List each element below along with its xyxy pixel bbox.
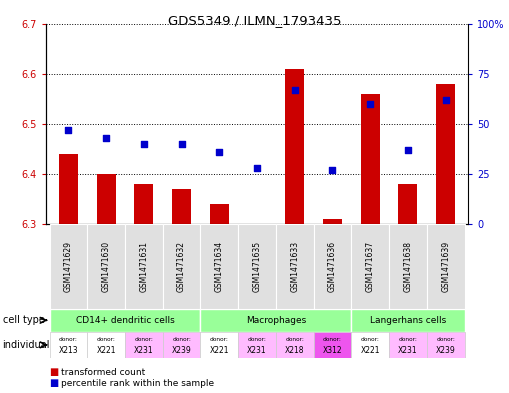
Text: cell type: cell type (3, 315, 44, 325)
Text: CD14+ dendritic cells: CD14+ dendritic cells (76, 316, 175, 325)
Point (140, 141, 148, 147)
Text: X221: X221 (360, 346, 380, 355)
Text: X221: X221 (210, 346, 229, 355)
Text: GDS5349 / ILMN_1793435: GDS5349 / ILMN_1793435 (168, 14, 341, 27)
Bar (361, 94, 380, 224)
Bar (125, 224, 163, 309)
Bar (49, 224, 88, 309)
Text: X312: X312 (323, 346, 342, 355)
Bar (49, 332, 88, 358)
Bar (351, 224, 389, 309)
Bar (49, 309, 201, 332)
Text: GSM1471636: GSM1471636 (328, 241, 337, 292)
Text: X239: X239 (172, 346, 191, 355)
Text: GSM1471632: GSM1471632 (177, 241, 186, 292)
Text: GSM1471635: GSM1471635 (252, 241, 262, 292)
Bar (351, 309, 465, 332)
Bar (163, 224, 201, 309)
Text: donor:: donor: (436, 337, 455, 342)
Point (253, 165, 261, 171)
Text: donor:: donor: (286, 337, 304, 342)
Text: Langerhans cells: Langerhans cells (370, 316, 446, 325)
Bar (314, 332, 351, 358)
Bar (163, 332, 201, 358)
Point (366, 101, 374, 107)
Bar (276, 224, 314, 309)
Bar (286, 69, 304, 224)
Bar (351, 332, 389, 358)
Bar (201, 224, 238, 309)
Text: donor:: donor: (247, 337, 267, 342)
Bar (134, 184, 153, 224)
Bar (201, 309, 351, 332)
Text: GSM1471633: GSM1471633 (290, 241, 299, 292)
Point (178, 141, 186, 147)
Text: X239: X239 (436, 346, 456, 355)
Bar (399, 184, 417, 224)
Point (291, 86, 299, 93)
Point (442, 97, 450, 103)
Bar (97, 174, 116, 224)
Bar (125, 332, 163, 358)
Bar (88, 332, 125, 358)
Text: ■: ■ (49, 367, 58, 377)
Text: transformed count: transformed count (61, 368, 146, 376)
Bar (238, 332, 276, 358)
Text: X231: X231 (134, 346, 154, 355)
Bar (172, 189, 191, 224)
Text: GSM1471639: GSM1471639 (441, 241, 450, 292)
Text: donor:: donor: (172, 337, 191, 342)
Bar (436, 84, 455, 224)
Text: X218: X218 (285, 346, 304, 355)
Bar (88, 224, 125, 309)
Text: donor:: donor: (210, 337, 229, 342)
Text: Macrophages: Macrophages (246, 316, 306, 325)
Bar (59, 154, 78, 224)
Text: donor:: donor: (323, 337, 342, 342)
Bar (323, 219, 342, 224)
Point (328, 167, 336, 173)
Bar (201, 332, 238, 358)
Text: X231: X231 (398, 346, 418, 355)
Point (404, 147, 412, 153)
Bar (314, 224, 351, 309)
Text: donor:: donor: (134, 337, 153, 342)
Bar (389, 224, 427, 309)
Text: GSM1471629: GSM1471629 (64, 241, 73, 292)
Point (102, 135, 110, 141)
Text: individual: individual (3, 340, 50, 350)
Bar (238, 224, 276, 309)
Text: X221: X221 (96, 346, 116, 355)
Text: GSM1471637: GSM1471637 (365, 241, 375, 292)
Point (215, 149, 223, 155)
Text: donor:: donor: (59, 337, 78, 342)
Bar (427, 332, 465, 358)
Text: donor:: donor: (361, 337, 380, 342)
Text: GSM1471634: GSM1471634 (215, 241, 224, 292)
Bar (389, 332, 427, 358)
Text: ■: ■ (49, 378, 58, 388)
Text: donor:: donor: (97, 337, 116, 342)
Text: X213: X213 (59, 346, 78, 355)
Text: percentile rank within the sample: percentile rank within the sample (61, 379, 214, 387)
Text: GSM1471631: GSM1471631 (139, 241, 149, 292)
Text: GSM1471630: GSM1471630 (102, 241, 110, 292)
Bar (276, 332, 314, 358)
Text: X231: X231 (247, 346, 267, 355)
Text: GSM1471638: GSM1471638 (404, 241, 412, 292)
Text: donor:: donor: (399, 337, 417, 342)
Bar (210, 204, 229, 224)
Bar (427, 224, 465, 309)
Point (64, 127, 72, 133)
